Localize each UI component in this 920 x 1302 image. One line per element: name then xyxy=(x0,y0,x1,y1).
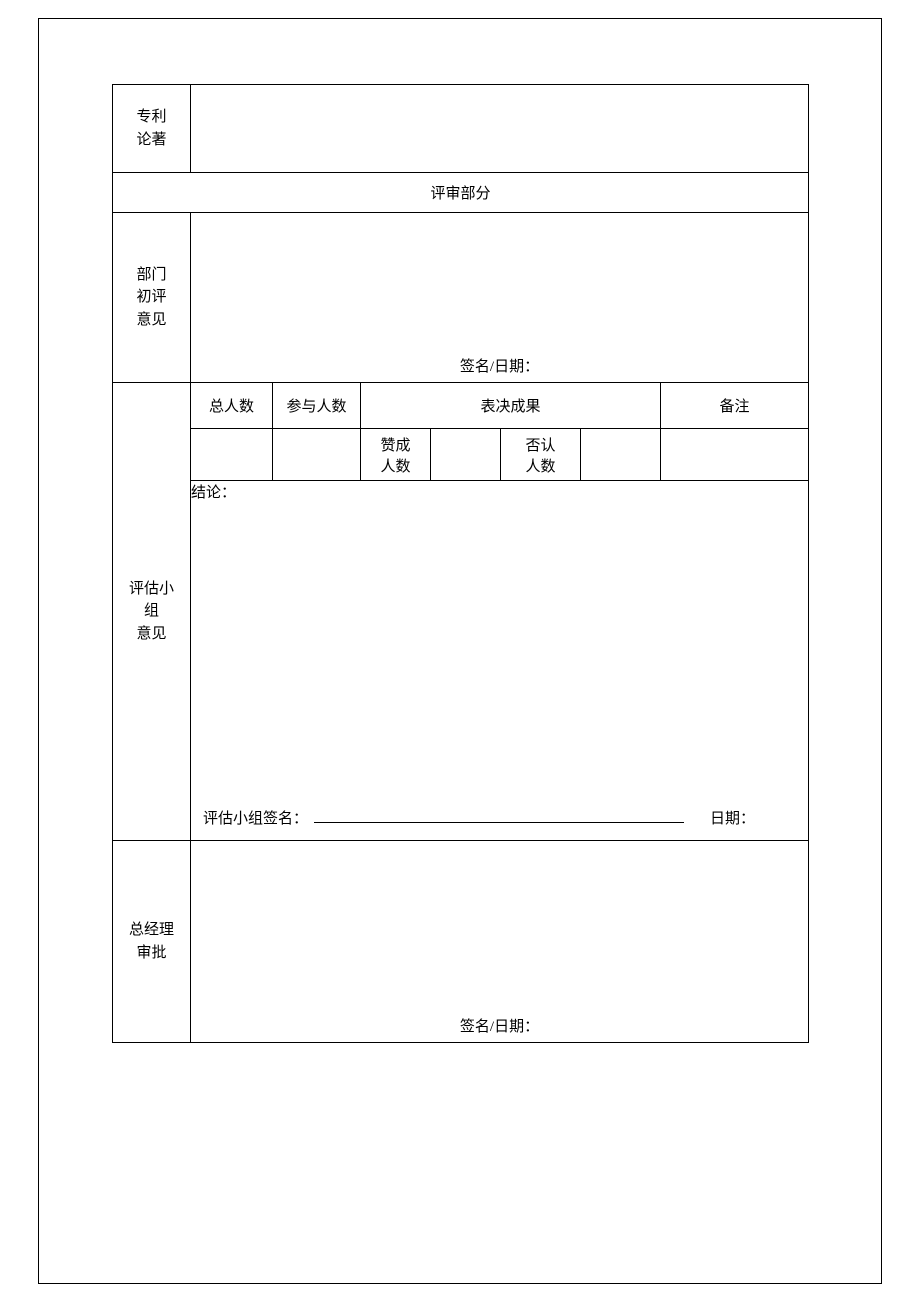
group-conclusion-label: 结论： xyxy=(191,481,808,502)
vote-total-header: 总人数 xyxy=(191,383,273,429)
vote-total-value xyxy=(191,429,273,481)
vote-reject-label: 否认 人数 xyxy=(501,429,581,481)
vote-approve-label: 赞成 人数 xyxy=(361,429,431,481)
gm-label-l2: 审批 xyxy=(113,942,190,965)
vote-result-header: 表决成果 xyxy=(361,383,661,429)
gm-content xyxy=(191,841,809,1009)
dept-signature: 签名/日期： xyxy=(191,349,809,383)
vote-participants-value xyxy=(273,429,361,481)
group-label-l2: 组 xyxy=(113,600,190,623)
group-label-l1: 评估小 xyxy=(113,578,190,601)
vote-reject-l2: 人数 xyxy=(501,455,580,476)
gm-label: 总经理 审批 xyxy=(113,841,191,1043)
patent-content xyxy=(191,85,809,173)
group-label-l3: 意见 xyxy=(113,623,190,646)
vote-approve-l1: 赞成 xyxy=(361,434,430,455)
vote-reject-l1: 否认 xyxy=(501,434,580,455)
vote-remark-header: 备注 xyxy=(661,383,809,429)
patent-label-l2: 论著 xyxy=(113,129,190,152)
group-sig-underline xyxy=(314,805,684,823)
vote-remark-value xyxy=(661,429,809,481)
vote-participants-header: 参与人数 xyxy=(273,383,361,429)
group-date-label: 日期： xyxy=(710,807,755,828)
group-conclusion-cell: 结论： 评估小组签名： 日期： xyxy=(191,481,809,841)
vote-approve-l2: 人数 xyxy=(361,455,430,476)
dept-content xyxy=(191,213,809,349)
gm-signature: 签名/日期： xyxy=(191,1009,809,1043)
dept-label-l1: 部门 xyxy=(113,264,190,287)
group-sig-label: 评估小组签名： xyxy=(203,807,308,828)
patent-label: 专利 论著 xyxy=(113,85,191,173)
gm-label-l1: 总经理 xyxy=(113,919,190,942)
dept-label-l3: 意见 xyxy=(113,309,190,332)
form-table: 专利 论著 评审部分 部门 初评 意见 签名/日期： 评估小 组 意见 总人数 … xyxy=(112,84,809,1043)
vote-approve-value xyxy=(431,429,501,481)
group-signature-row: 评估小组签名： 日期： xyxy=(203,805,796,828)
group-label: 评估小 组 意见 xyxy=(113,383,191,841)
review-section-header: 评审部分 xyxy=(113,173,809,213)
dept-label-l2: 初评 xyxy=(113,286,190,309)
dept-label: 部门 初评 意见 xyxy=(113,213,191,383)
vote-reject-value xyxy=(581,429,661,481)
patent-label-l1: 专利 xyxy=(113,106,190,129)
